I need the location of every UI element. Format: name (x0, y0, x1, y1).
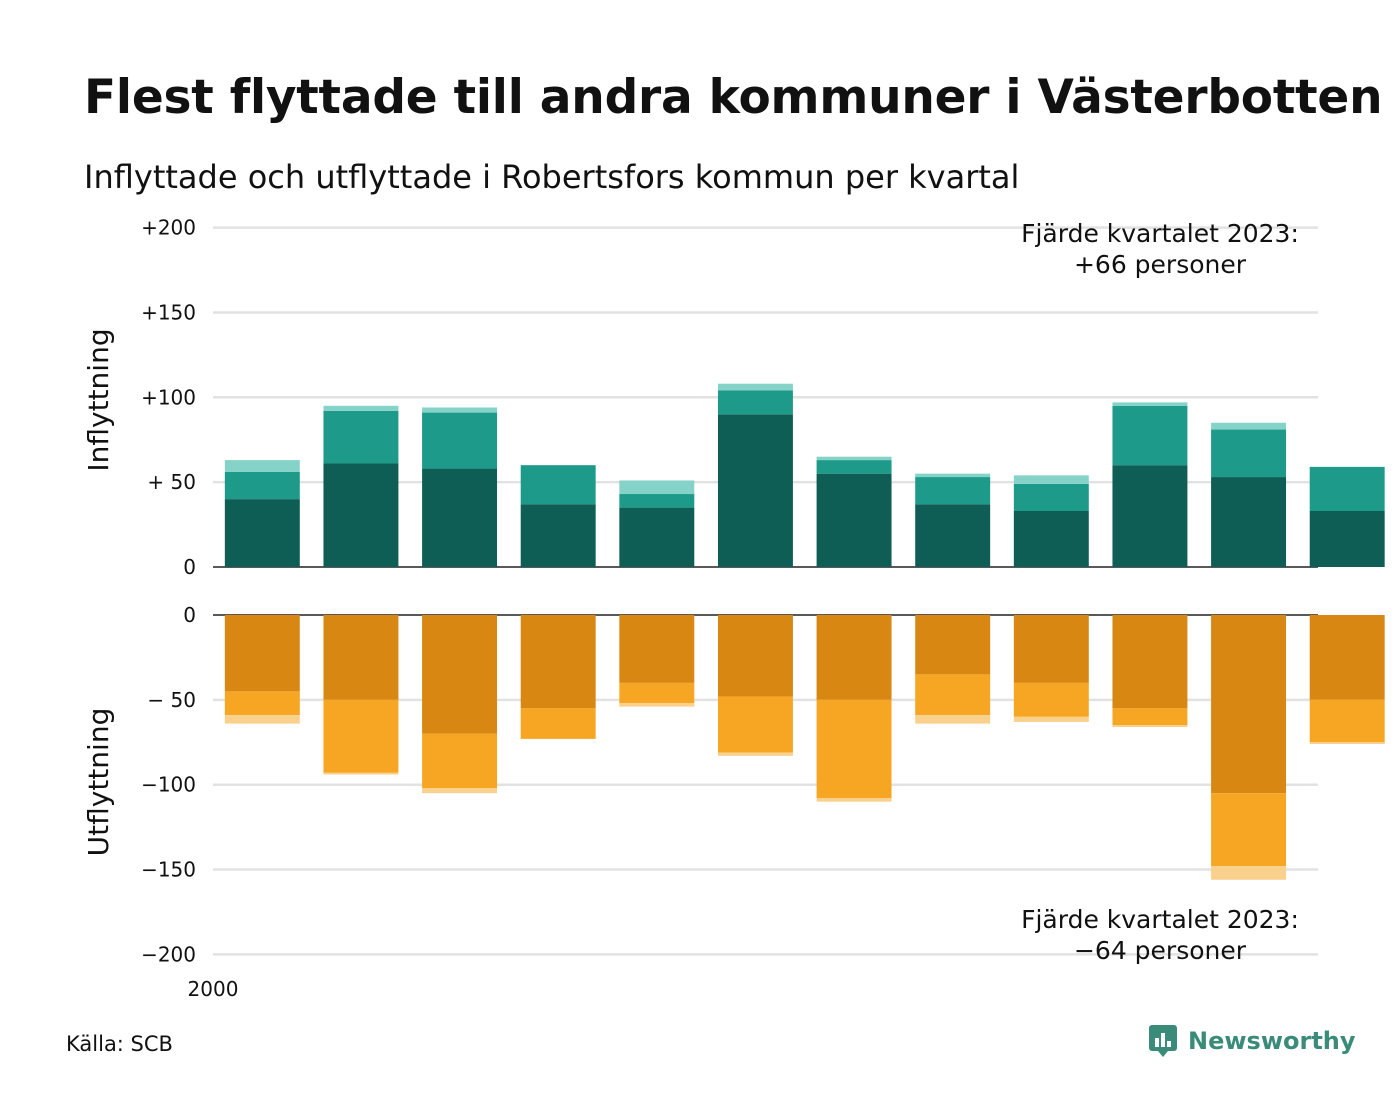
period-annotation: Fjärde kvartalet 2023: (1021, 219, 1299, 248)
bar-segment (816, 460, 892, 474)
bar-segment (717, 696, 793, 753)
bar-segment (816, 456, 892, 461)
bar-segment (717, 752, 793, 756)
bar-segment (422, 733, 498, 789)
bar-segment (915, 477, 991, 505)
gridlines (213, 226, 1318, 956)
brand-logo: Newsworthy (1148, 1024, 1356, 1058)
bar-segment (1309, 510, 1385, 567)
bar-segment (915, 615, 991, 675)
bar-segment (520, 615, 596, 709)
bar-segment (224, 691, 300, 716)
bar-segment (224, 460, 300, 472)
y-axis-title: Utflyttning (82, 708, 115, 857)
bar-segment (520, 708, 596, 739)
y-tick-label: −100 (141, 773, 196, 797)
bar-segment (1211, 429, 1287, 478)
bar-segment (1309, 466, 1385, 511)
bar-segment (422, 407, 498, 413)
y-tick-label: +150 (141, 300, 196, 324)
bar-segment (816, 615, 892, 700)
y-tick-label: + 50 (147, 470, 196, 494)
bar-segment (619, 682, 695, 704)
axes: 0 + 50 +100 +150 +200 Inflyttning 0 − 50 −100 −15… (82, 216, 239, 1001)
newsworthy-logo-icon (1149, 1025, 1177, 1057)
bar-segment (619, 494, 695, 508)
x-tick-label: 2000 (188, 977, 239, 1001)
bar-segment (1013, 716, 1089, 722)
bar-segment (422, 412, 498, 469)
annotations: Fjärde kvartalet 2023:+66 personerFjärde… (1021, 219, 1299, 965)
bar-segment (915, 674, 991, 716)
y-tick-label: 0 (183, 555, 196, 579)
bar-segment (717, 383, 793, 391)
period-annotation: Fjärde kvartalet 2023: (1021, 905, 1299, 934)
bar-segment (1211, 477, 1287, 567)
bar-segment (1112, 708, 1188, 726)
bar-segment (224, 471, 300, 500)
bar-segment (619, 703, 695, 707)
y-tick-label: − 50 (147, 688, 196, 712)
bar-segment (323, 410, 399, 464)
bar-segment (915, 715, 991, 724)
y-tick-label: −150 (141, 858, 196, 882)
y-tick-label: +100 (141, 385, 196, 409)
bar-segment (1112, 725, 1188, 728)
bar-segment (422, 788, 498, 794)
bar-segment (1112, 465, 1188, 567)
bar-segment (1309, 742, 1385, 744)
bar-segment (422, 615, 498, 734)
bar-segment (323, 463, 399, 567)
bar-segment (1112, 615, 1188, 709)
y-axis-title: Inflyttning (82, 328, 115, 471)
bar-segment (915, 504, 991, 567)
bar-segment (1211, 422, 1287, 430)
bar-segment (915, 473, 991, 478)
bar-segment (816, 473, 892, 567)
y-tick-label: +200 (141, 216, 196, 240)
bar-segment (520, 465, 596, 505)
period-annotation: −64 personer (1074, 936, 1247, 965)
y-tick-label: 0 (183, 603, 196, 627)
bar-segment (1013, 682, 1089, 717)
bar-segment (816, 699, 892, 799)
bar-segment (619, 480, 695, 495)
bar-segment (1309, 699, 1385, 743)
bar-segment (619, 507, 695, 567)
bar-segment (323, 405, 399, 411)
bar-segment (422, 468, 498, 567)
bar-segment (323, 772, 399, 775)
bar-segment (717, 414, 793, 567)
bar-segment (224, 715, 300, 724)
bar-segment (1013, 483, 1089, 511)
bar-segment (323, 699, 399, 773)
bar-segment (1309, 615, 1385, 700)
bar-segment (520, 504, 596, 567)
bar-segment (323, 615, 399, 700)
bar-segment (717, 615, 793, 697)
bar-segment (816, 798, 892, 802)
bar-segment (1112, 402, 1188, 406)
period-annotation: +66 personer (1074, 250, 1247, 279)
bar-segment (1013, 615, 1089, 683)
bar-segment (1211, 793, 1287, 867)
bar-segment (1112, 405, 1188, 466)
bar-segment (1211, 615, 1287, 794)
bar-segment (619, 615, 695, 683)
brand-name: Newsworthy (1188, 1027, 1356, 1055)
chart-subtitle: Inflyttade och utflyttade i Robertsfors … (84, 158, 1020, 196)
bar-segment (1211, 866, 1287, 880)
bar-segment (1013, 510, 1089, 567)
bar-segment (224, 615, 300, 692)
y-tick-label: −200 (141, 942, 196, 966)
bar-segment (224, 499, 300, 567)
chart-title: Flest flyttade till andra kommuner i Väs… (84, 70, 1383, 125)
bar-segment (1013, 475, 1089, 484)
bar-segment (717, 390, 793, 415)
bars (224, 383, 1385, 880)
source-note: Källa: SCB (66, 1032, 173, 1056)
